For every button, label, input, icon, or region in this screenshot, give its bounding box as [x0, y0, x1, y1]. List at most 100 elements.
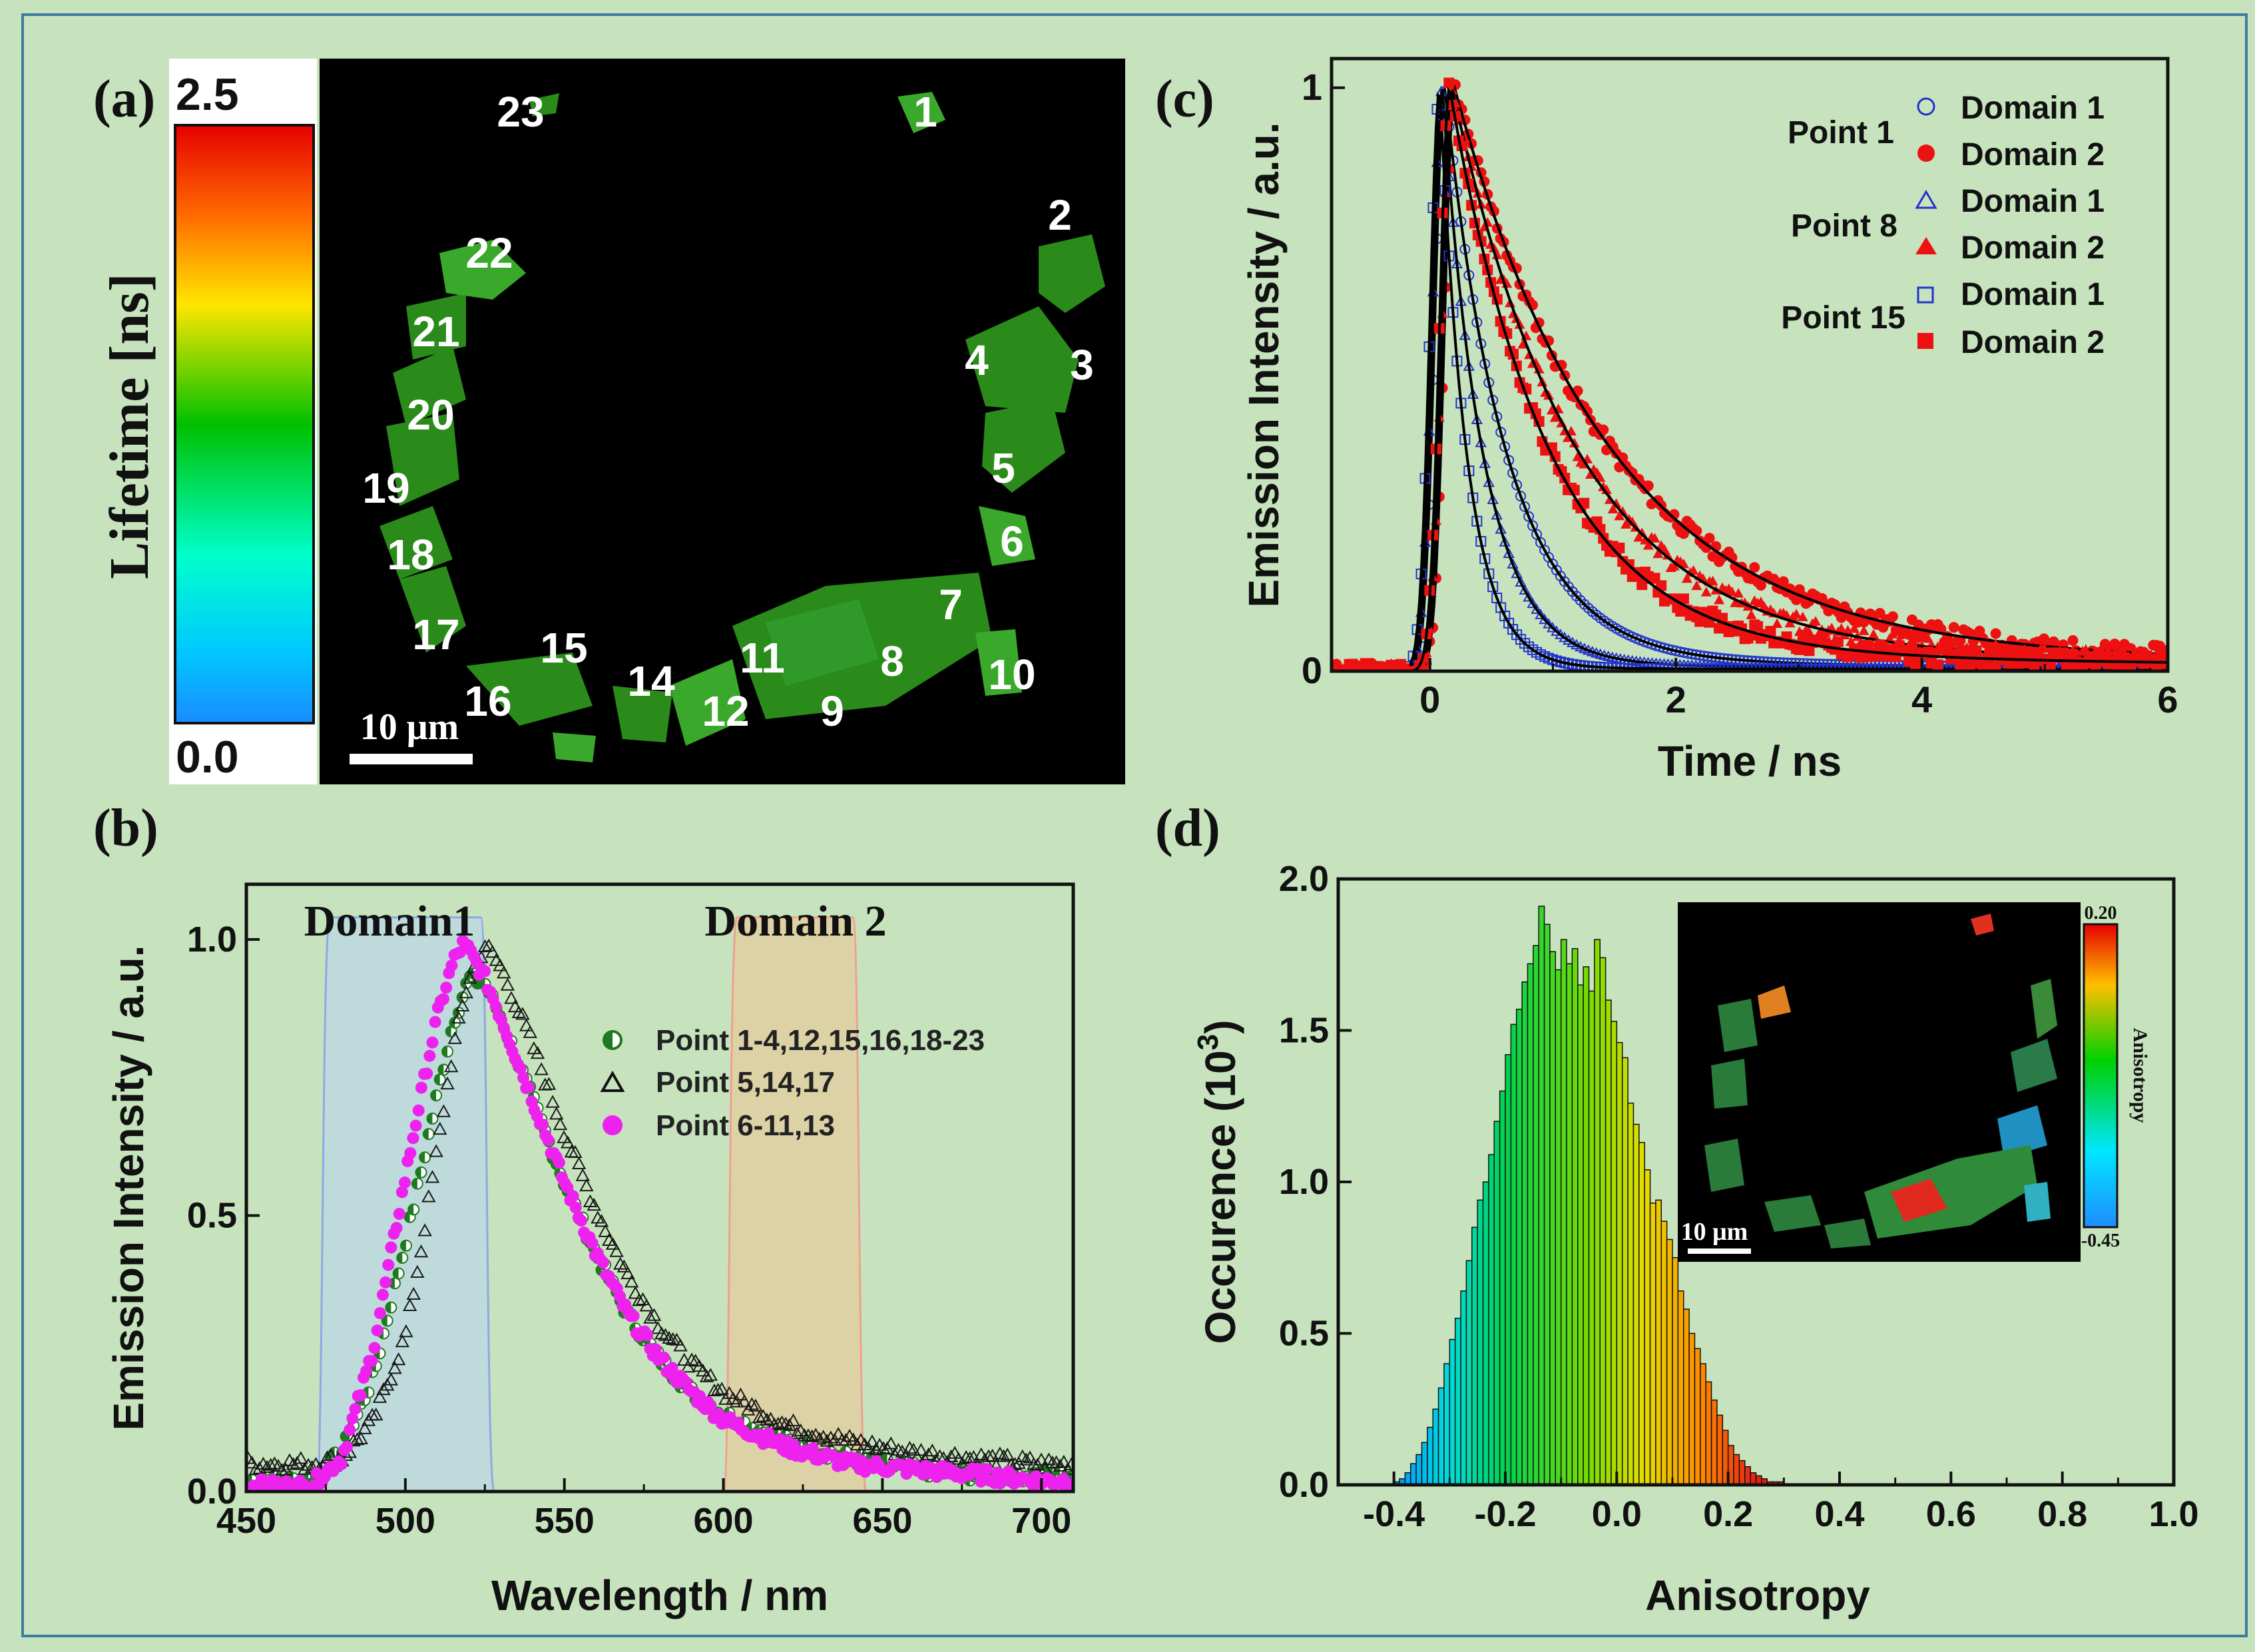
- histogram-bar: [1560, 939, 1567, 1486]
- data-point: [1961, 645, 1973, 657]
- histogram-bar: [1688, 1332, 1696, 1486]
- point-label: 19: [362, 464, 409, 512]
- data-point: [537, 1118, 549, 1131]
- legend-label: Domain 2: [1961, 137, 2105, 172]
- data-point: [1909, 658, 1921, 669]
- data-point: [658, 1351, 670, 1364]
- x-tick-label: 450: [216, 1501, 276, 1541]
- data-point: [385, 1241, 397, 1254]
- data-point: [493, 958, 507, 971]
- histogram-bar: [1632, 1123, 1640, 1486]
- data-point: [368, 1342, 381, 1354]
- data-point: [417, 1223, 432, 1237]
- data-point: [1855, 652, 1866, 663]
- histogram-bar: [1499, 1090, 1506, 1486]
- data-point: [371, 1324, 383, 1337]
- histogram-bar: [1605, 999, 1612, 1486]
- data-point: [436, 1104, 451, 1117]
- data-point: [684, 1352, 699, 1366]
- data-point: [530, 1045, 545, 1059]
- data-point: [1621, 519, 1632, 529]
- data-point: [1681, 573, 1692, 583]
- data-point: [801, 1428, 816, 1442]
- histogram-bar: [1527, 963, 1534, 1486]
- data-point: [710, 1382, 726, 1396]
- data-point: [1034, 1452, 1049, 1466]
- data-point: [666, 1362, 678, 1374]
- data-point: [246, 1456, 260, 1469]
- data-point: [376, 1382, 391, 1396]
- data-point: [455, 998, 470, 1011]
- data-point: [1511, 479, 1523, 491]
- data-point: [1733, 588, 1744, 598]
- data-point: [396, 1252, 409, 1264]
- data-point: [410, 1264, 425, 1278]
- data-point: [360, 1365, 373, 1378]
- legend-marker-triangle-open: [1915, 190, 1937, 209]
- histogram-bar: [1744, 1466, 1751, 1486]
- histogram-bar: [1421, 1442, 1428, 1486]
- anisotropy-colorbar-label: Anisotropy: [2129, 1028, 2151, 1123]
- data-point: [571, 1156, 587, 1170]
- data-point: [1053, 1458, 1067, 1472]
- legend-label: Point 6-11,13: [656, 1109, 835, 1142]
- x-axis-label: Anisotropy: [1645, 1571, 1870, 1619]
- x-tick-label: 6: [2157, 679, 2178, 720]
- data-point: [2067, 635, 2079, 646]
- data-point: [1517, 339, 1529, 349]
- data-point: [415, 1081, 427, 1094]
- data-point: [263, 1458, 278, 1471]
- lifetime-colorbar: [174, 124, 315, 724]
- data-point: [713, 1408, 726, 1421]
- data-point: [497, 965, 511, 979]
- data-point: [445, 960, 458, 972]
- data-point: [1700, 587, 1712, 597]
- data-point: [624, 1274, 639, 1288]
- histogram-bar: [1533, 945, 1539, 1486]
- data-point: [654, 1326, 669, 1340]
- data-point: [354, 1389, 367, 1402]
- histogram-bar: [1432, 1408, 1439, 1486]
- data-point: [399, 1239, 412, 1252]
- histogram-bar: [1415, 1454, 1423, 1486]
- data-point: [1527, 597, 1539, 609]
- legend-marker-circle: [1917, 144, 1935, 162]
- data-point: [437, 993, 450, 1005]
- data-point: [407, 1203, 420, 1216]
- data-point: [868, 1442, 883, 1456]
- data-point: [561, 1181, 574, 1194]
- data-point: [632, 1293, 646, 1306]
- point-label: 20: [407, 391, 454, 439]
- legend-group: Point 15: [1781, 300, 1905, 336]
- x-tick-label: 1.0: [2148, 1494, 2198, 1534]
- data-point: [341, 1440, 354, 1453]
- data-point: [980, 1463, 993, 1476]
- data-point: [1530, 357, 1541, 368]
- data-point: [1000, 1448, 1015, 1461]
- data-point: [2045, 660, 2056, 671]
- histogram-bar: [1627, 1102, 1634, 1486]
- histogram-bar: [1588, 990, 1595, 1486]
- data-point: [511, 1005, 526, 1019]
- data-point: [433, 1073, 446, 1086]
- x-tick-label: 0.0: [1592, 1494, 1642, 1534]
- data-point: [286, 1457, 301, 1470]
- scale-bar: [350, 754, 473, 764]
- x-tick-label: 0.4: [1814, 1494, 1864, 1534]
- data-point: [1849, 623, 1860, 633]
- data-point: [1614, 542, 1625, 553]
- data-point: [395, 1186, 408, 1199]
- data-point: [387, 1361, 402, 1374]
- data-point: [943, 1449, 959, 1462]
- point-label: 6: [1000, 517, 1024, 565]
- data-point: [906, 1442, 921, 1456]
- data-point: [669, 1332, 684, 1346]
- data-point: [1678, 593, 1689, 605]
- x-axis-label: Wavelength / nm: [491, 1571, 828, 1619]
- histogram-bar: [1738, 1460, 1746, 1486]
- emission-spectra: [246, 934, 1073, 1492]
- data-point: [372, 1390, 387, 1403]
- histogram-bar: [1510, 1023, 1517, 1486]
- histogram-bar: [1616, 1041, 1623, 1486]
- axes-b: 450 500 550 600 650 700 0.0 0.5 1.0: [187, 920, 1071, 1541]
